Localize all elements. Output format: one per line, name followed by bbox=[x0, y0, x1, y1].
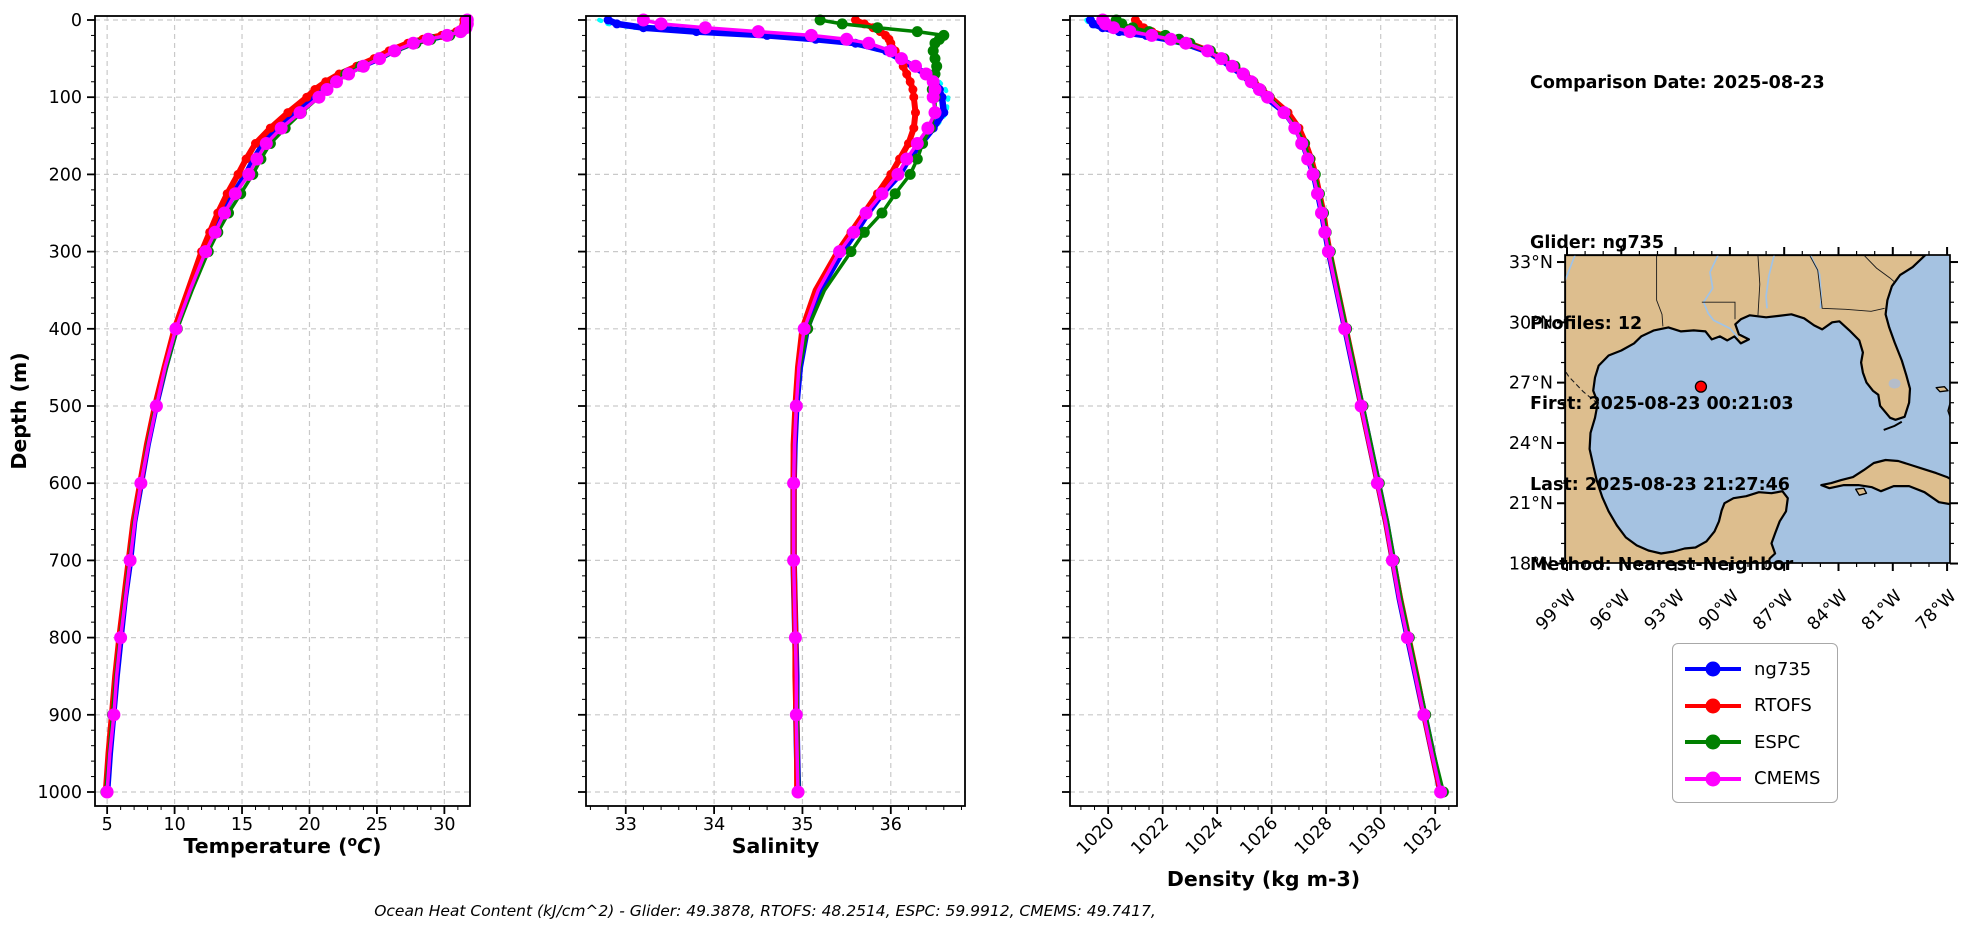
y-tick-label: 200 bbox=[49, 165, 82, 185]
y-tick-label: 500 bbox=[49, 397, 82, 417]
plot-frame bbox=[1069, 15, 1458, 807]
map-lat-label: 24°N bbox=[1509, 434, 1553, 454]
series-RTOFS bbox=[789, 15, 920, 797]
legend-item-cmems: CMEMS bbox=[1685, 761, 1837, 798]
legend-item-espc: ESPC bbox=[1685, 724, 1837, 761]
legend-box: ng735 RTOFS ESPC CMEMS bbox=[1672, 643, 1838, 803]
legend-line-marker-icon bbox=[1685, 734, 1741, 750]
map-florida-keys bbox=[1883, 420, 1903, 431]
map-state-border bbox=[1820, 300, 1885, 312]
profiles-count-text: Profiles: 12 bbox=[1530, 313, 1643, 334]
y-tick-label: 800 bbox=[49, 629, 82, 649]
legend-line-marker-icon bbox=[1685, 771, 1741, 787]
x-tick-label: 1022 bbox=[1128, 813, 1174, 859]
map-land-island bbox=[1935, 386, 1949, 393]
x-tick-label: 34 bbox=[703, 815, 725, 835]
axis-ticks bbox=[87, 19, 459, 814]
first-time-text: First: 2025-08-23 00:21:03 bbox=[1530, 394, 1794, 415]
series-ng735 bbox=[1085, 15, 1446, 797]
glider-name-text: Glider: ng735 bbox=[1530, 233, 1664, 254]
method-text: Method: Nearest-Neighbor bbox=[1530, 554, 1794, 575]
map-state-border bbox=[1863, 255, 1895, 283]
map-frame bbox=[1564, 254, 1951, 564]
map-lat-label: 27°N bbox=[1509, 374, 1553, 394]
x-tick-label: 30 bbox=[433, 815, 455, 835]
x-tick-label: 1024 bbox=[1182, 813, 1228, 859]
map-state-border bbox=[1701, 301, 1736, 320]
x-tick-label: 33 bbox=[615, 815, 637, 835]
axis-ticks bbox=[1062, 19, 1450, 814]
map-river bbox=[1702, 255, 1739, 338]
axis-ticks bbox=[578, 19, 962, 814]
map-country-border bbox=[1565, 370, 1599, 405]
x-tick-label: 20 bbox=[298, 815, 320, 835]
legend-label: CMEMS bbox=[1754, 768, 1821, 790]
y-tick-label: 100 bbox=[49, 88, 82, 108]
series-CMEMS bbox=[636, 13, 942, 799]
gridlines bbox=[586, 16, 965, 806]
map-land-mainland bbox=[1565, 255, 1927, 563]
x-tick-label: 10 bbox=[163, 815, 185, 835]
x-tick-label: 5 bbox=[102, 815, 113, 835]
x-tick-label: 1032 bbox=[1400, 813, 1446, 859]
last-time-text: Last: 2025-08-23 21:27:46 bbox=[1530, 474, 1790, 495]
gridlines bbox=[95, 16, 470, 806]
map-lat-label: 33°N bbox=[1509, 253, 1553, 273]
x-axis-title: Temperature (oC) bbox=[183, 834, 381, 858]
plot-frame bbox=[585, 15, 966, 807]
y-tick-label: 900 bbox=[49, 706, 82, 726]
map-lat-label: 18°N bbox=[1509, 555, 1553, 575]
map-land-cuba bbox=[1820, 458, 1950, 506]
legend-line-marker-icon bbox=[1685, 698, 1741, 714]
map-ticks bbox=[1557, 247, 1958, 571]
salinity-plot: 33 34 35 36 Salinity bbox=[578, 13, 966, 858]
map-river bbox=[1565, 255, 1576, 283]
x-tick-label: 1028 bbox=[1291, 813, 1337, 859]
y-axis-title: Depth (m) bbox=[7, 352, 31, 469]
map-lat-label: 21°N bbox=[1509, 494, 1553, 514]
gridlines bbox=[1070, 16, 1457, 806]
spacer bbox=[1530, 150, 1825, 177]
legend-item-rtofs: RTOFS bbox=[1685, 688, 1837, 725]
map-land-island bbox=[1855, 487, 1868, 496]
legend-label: ESPC bbox=[1754, 731, 1801, 753]
ohc-footer: Ocean Heat Content (kJ/cm^2) - Glider: 4… bbox=[374, 902, 1156, 920]
metadata-panel: Comparison Date: 2025-08-23 Glider: ng73… bbox=[1530, 16, 1825, 632]
density-plot: 1020 1022 1024 1026 1028 1030 1032 Density (kg … bbox=[1062, 13, 1458, 891]
x-tick-label: 1020 bbox=[1073, 813, 1119, 859]
y-tick-label: 0 bbox=[71, 11, 82, 31]
map-river bbox=[1765, 255, 1776, 309]
x-axis-title: Salinity bbox=[732, 834, 819, 858]
map-state-border bbox=[1656, 255, 1664, 327]
map-state-border bbox=[1757, 255, 1761, 317]
x-tick-label: 36 bbox=[880, 815, 902, 835]
x-tick-label: 1030 bbox=[1346, 813, 1392, 859]
map-lake bbox=[1888, 378, 1901, 389]
map-state-border bbox=[1809, 255, 1822, 301]
map-lon-label: 81°W bbox=[1858, 586, 1906, 634]
temperature-plot: 5 10 15 20 25 30 Temperature (oC) 0 100 200 300 400… bbox=[7, 11, 474, 858]
legend-line-marker-icon bbox=[1685, 661, 1741, 677]
series-CMEMS bbox=[100, 13, 474, 799]
comparison-date-text: Comparison Date: 2025-08-23 bbox=[1530, 72, 1825, 93]
x-tick-label: 15 bbox=[231, 815, 253, 835]
y-tick-label: 700 bbox=[49, 551, 82, 571]
series-CMEMS bbox=[1096, 13, 1448, 799]
x-tick-label: 25 bbox=[366, 815, 388, 835]
y-tick-label: 1000 bbox=[37, 783, 82, 803]
legend-item-ng735: ng735 bbox=[1685, 651, 1837, 688]
x-axis-title: Density (kg m-3) bbox=[1167, 867, 1360, 891]
y-tick-label: 300 bbox=[49, 243, 82, 263]
y-tick-label: 600 bbox=[49, 474, 82, 494]
map-lon-label: 78°W bbox=[1912, 586, 1960, 634]
legend-label: ng735 bbox=[1754, 658, 1812, 680]
glider-location-marker bbox=[1694, 380, 1708, 393]
map-lat-label: 30°N bbox=[1509, 313, 1553, 333]
x-tick-label: 35 bbox=[791, 815, 813, 835]
x-tick-label: 1026 bbox=[1237, 813, 1283, 859]
y-tick-label: 400 bbox=[49, 320, 82, 340]
legend-label: RTOFS bbox=[1754, 695, 1812, 717]
